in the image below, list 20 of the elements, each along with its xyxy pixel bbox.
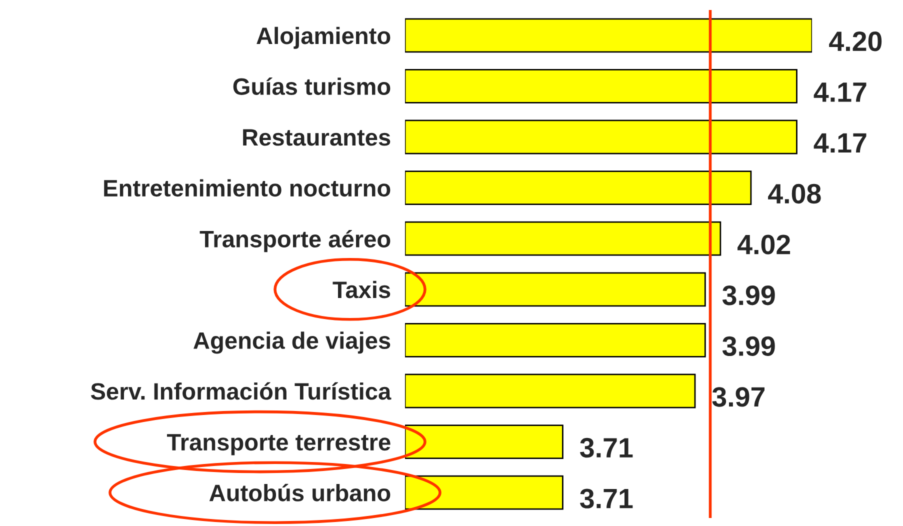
y-tick-label: Taxis <box>332 280 390 298</box>
data-label: 4.17 <box>814 82 866 102</box>
y-tick-label: Guías turismo <box>233 77 390 95</box>
data-label: 3.71 <box>580 438 633 458</box>
y-tick-label: Transporte terrestre <box>166 434 390 456</box>
data-label: 4.08 <box>768 184 821 204</box>
y-tick-label: Entretenimiento nocturno <box>104 179 390 197</box>
y-tick-label: Transporte aéreo <box>200 230 390 252</box>
y-tick-label: Alojamiento <box>256 26 390 49</box>
data-label: 4.02 <box>738 234 790 254</box>
y-tick-label: Agencia de viajes <box>194 332 390 354</box>
data-label: 3.99 <box>722 286 775 306</box>
y-tick-label: Autobús urbano <box>209 484 390 502</box>
data-label: 3.99 <box>722 336 775 356</box>
data-label: 3.97 <box>712 387 764 407</box>
data-label: 4.17 <box>814 133 866 153</box>
y-tick-label: Restaurantes <box>243 129 390 146</box>
y-tick-label: Serv. Información Turística <box>90 382 392 400</box>
data-label: 4.20 <box>829 32 882 52</box>
data-label: 3.71 <box>580 488 633 508</box>
